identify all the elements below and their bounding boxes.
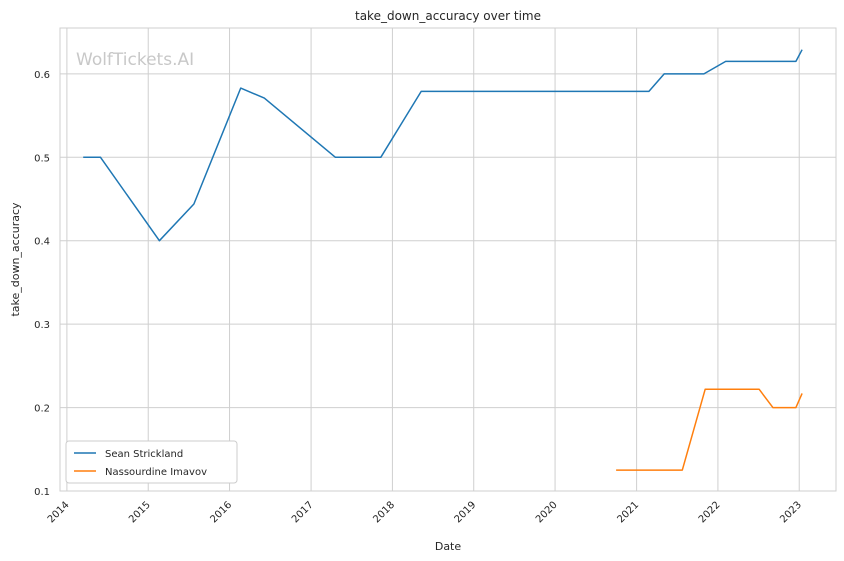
watermark: WolfTickets.AI xyxy=(76,50,194,70)
tick-labels: 2014 2015 2016 2017 2018 2019 2020 2021 2022 2023… xyxy=(34,70,804,525)
legend: Sean Strickland Nassourdine Imavov xyxy=(65,440,238,484)
x-axis-label: Date xyxy=(435,540,462,553)
series-line xyxy=(616,388,803,471)
y-tick-label: 0.2 xyxy=(34,404,50,415)
y-axis-label: take_down_accuracy xyxy=(9,202,22,317)
y-tick-label: 0.4 xyxy=(34,237,50,248)
legend-label: Sean Strickland xyxy=(105,449,183,460)
y-tick-label: 0.3 xyxy=(34,320,50,331)
y-tick-label: 0.5 xyxy=(34,153,50,164)
series-layer xyxy=(83,49,803,471)
legend-box xyxy=(65,440,238,484)
chart-title: take_down_accuracy over time xyxy=(355,9,541,23)
y-tick-label: 0.6 xyxy=(34,70,50,81)
series-line xyxy=(83,49,803,242)
y-tick-label: 0.1 xyxy=(34,487,50,498)
legend-label: Nassourdine Imavov xyxy=(105,467,207,478)
plot-frame xyxy=(59,27,837,492)
